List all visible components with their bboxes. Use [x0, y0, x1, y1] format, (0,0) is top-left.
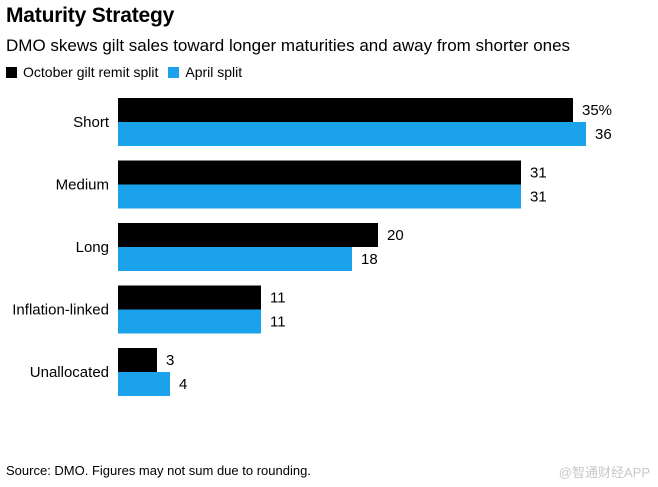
legend-item-october: October gilt remit split	[6, 64, 158, 80]
chart-subtitle: DMO skews gilt sales toward longer matur…	[6, 36, 571, 55]
value-label-short-april: 36	[595, 126, 612, 143]
legend-label-october: October gilt remit split	[23, 64, 159, 80]
legend: October gilt remit split April split	[6, 64, 252, 80]
category-label-long: Long	[76, 239, 109, 256]
value-label-long-october: 20	[387, 227, 404, 244]
legend-swatch-october	[6, 66, 17, 78]
bar-short-april	[118, 122, 586, 146]
bar-short-october	[118, 98, 573, 122]
bar-long-april	[118, 247, 352, 271]
value-label-long-april: 18	[361, 251, 378, 268]
category-label-inflation-linked: Inflation-linked	[12, 302, 109, 319]
category-label-medium: Medium	[56, 177, 109, 194]
category-label-unallocated: Unallocated	[30, 364, 109, 381]
value-label-unallocated-april: 4	[179, 376, 187, 393]
category-label-short: Short	[73, 114, 110, 131]
source-note: Source: DMO. Figures may not sum due to …	[6, 463, 311, 478]
bar-medium-april	[118, 184, 521, 209]
value-label-inflation-linked-october: 11	[270, 290, 286, 307]
legend-swatch-april	[168, 66, 180, 78]
value-label-unallocated-october: 3	[166, 352, 174, 369]
bar-long-october	[118, 223, 378, 247]
bar-unallocated-october	[118, 348, 157, 372]
bar-inflation-linked-april	[118, 309, 261, 334]
chart-title: Maturity Strategy	[6, 4, 175, 27]
value-label-short-october: 35%	[582, 102, 612, 119]
legend-label-april: April split	[185, 64, 243, 80]
value-label-medium-april: 31	[530, 189, 547, 206]
watermark: @智通财经APP	[558, 465, 650, 480]
bar-unallocated-april	[118, 372, 170, 396]
bar-medium-october	[118, 160, 521, 185]
bar-inflation-linked-october	[118, 285, 261, 310]
value-label-medium-october: 31	[530, 165, 547, 182]
value-label-inflation-linked-april: 11	[270, 314, 286, 331]
legend-item-april: April split	[168, 64, 242, 80]
